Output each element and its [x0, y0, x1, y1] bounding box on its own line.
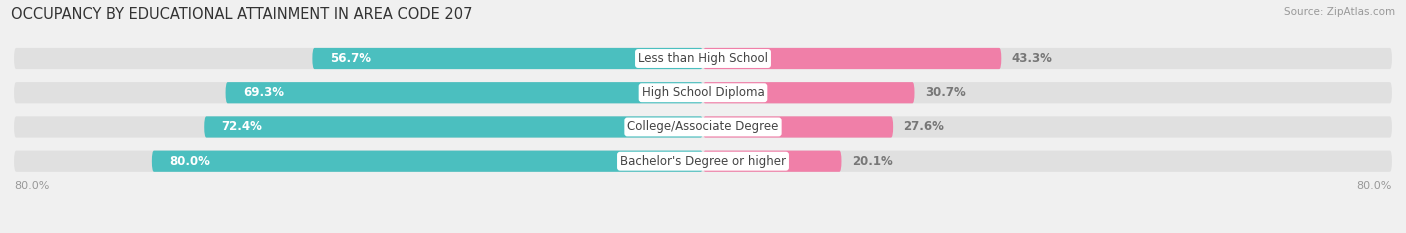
FancyBboxPatch shape [14, 116, 1392, 137]
Text: 43.3%: 43.3% [1012, 52, 1053, 65]
FancyBboxPatch shape [312, 48, 703, 69]
Text: 30.7%: 30.7% [925, 86, 966, 99]
Text: 27.6%: 27.6% [904, 120, 945, 134]
FancyBboxPatch shape [225, 82, 703, 103]
Text: Source: ZipAtlas.com: Source: ZipAtlas.com [1284, 7, 1395, 17]
Text: 69.3%: 69.3% [243, 86, 284, 99]
FancyBboxPatch shape [703, 151, 841, 172]
FancyBboxPatch shape [152, 151, 703, 172]
Text: 56.7%: 56.7% [329, 52, 371, 65]
Text: 80.0%: 80.0% [1357, 181, 1392, 191]
Text: OCCUPANCY BY EDUCATIONAL ATTAINMENT IN AREA CODE 207: OCCUPANCY BY EDUCATIONAL ATTAINMENT IN A… [11, 7, 472, 22]
FancyBboxPatch shape [703, 48, 1001, 69]
FancyBboxPatch shape [14, 151, 1392, 172]
Text: Less than High School: Less than High School [638, 52, 768, 65]
Text: High School Diploma: High School Diploma [641, 86, 765, 99]
FancyBboxPatch shape [14, 48, 1392, 69]
Text: 20.1%: 20.1% [852, 155, 893, 168]
Text: 80.0%: 80.0% [169, 155, 209, 168]
Text: 72.4%: 72.4% [221, 120, 263, 134]
Text: College/Associate Degree: College/Associate Degree [627, 120, 779, 134]
FancyBboxPatch shape [703, 116, 893, 137]
FancyBboxPatch shape [14, 82, 1392, 103]
FancyBboxPatch shape [204, 116, 703, 137]
Text: 80.0%: 80.0% [14, 181, 49, 191]
FancyBboxPatch shape [703, 82, 914, 103]
Text: Bachelor's Degree or higher: Bachelor's Degree or higher [620, 155, 786, 168]
